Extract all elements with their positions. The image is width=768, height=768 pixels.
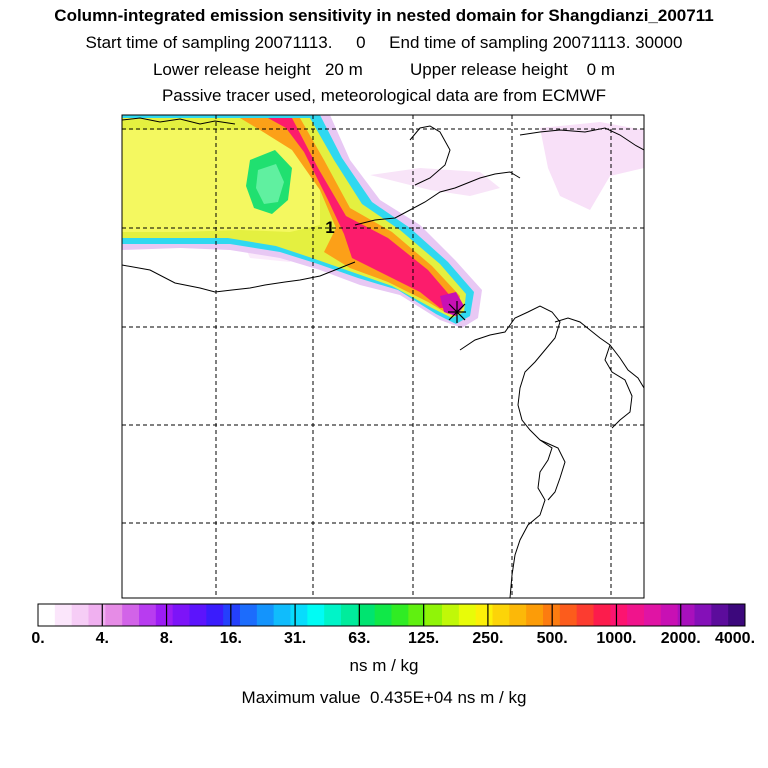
colorbar-segment — [576, 604, 594, 626]
contour-label: 1 — [325, 218, 334, 237]
colorbar-segment — [509, 604, 527, 626]
colorbar-segment — [71, 604, 89, 626]
colorbar-frame — [37, 603, 746, 627]
colorbar-segment — [223, 604, 241, 626]
colorbar-segment — [644, 604, 662, 626]
colorbar-tick-label: 4. — [95, 630, 109, 647]
colorbar-tick-label: 500. — [536, 630, 568, 647]
colorbar-segment — [139, 604, 157, 626]
map-frame — [121, 114, 645, 599]
colorbar-segment — [273, 604, 291, 626]
colorbar-segment — [610, 604, 628, 626]
colorbar-tick-label: 16. — [219, 630, 242, 647]
colorbar-segment — [341, 604, 359, 626]
colorbar-segment — [307, 604, 325, 626]
plume-high-band — [268, 118, 452, 308]
colorbar-segment — [711, 604, 729, 626]
colorbar-tick-label: 8. — [159, 630, 174, 647]
colorbar-tick-label: 2000. — [660, 630, 701, 647]
colorbar-segment — [88, 604, 106, 626]
colorbar-segment — [475, 604, 493, 626]
colorbar-tick-label: 250. — [472, 630, 504, 647]
plume-green-inner — [256, 164, 284, 204]
colorbar-segment — [559, 604, 578, 626]
colorbar-segment — [155, 604, 174, 626]
coastlines — [122, 117, 644, 598]
colorbar-segment — [677, 604, 695, 626]
colorbar-segment — [442, 604, 460, 626]
colorbar-segment — [660, 604, 679, 626]
colorbar-segment — [240, 604, 258, 626]
colorbar-tick-label: 1000. — [596, 630, 637, 647]
faint-plume-patch — [540, 122, 644, 210]
colorbar-unit-label: ns m / kg — [349, 656, 419, 675]
colorbar-segment — [256, 604, 275, 626]
colorbar-segment — [593, 604, 611, 626]
colorbar-segment — [172, 604, 190, 626]
colorbar-tick-label: 31. — [283, 630, 307, 647]
sampling-time-line: Start time of sampling 20071113. 0 End t… — [85, 33, 683, 52]
colorbar-segment — [374, 604, 392, 626]
colorbar-segment — [391, 604, 409, 626]
colorbar-segment — [728, 604, 746, 626]
colorbar-tick-label: 4000. — [714, 630, 756, 647]
colorbar-segment — [105, 604, 123, 626]
lat-lon-grid — [122, 115, 644, 598]
plume-max-core — [440, 292, 464, 316]
colorbar-segment — [38, 604, 56, 626]
colorbar-tick-label: 0. — [31, 630, 45, 647]
tracer-info-line: Passive tracer used, meteorological data… — [161, 86, 607, 105]
faint-plume-patch — [370, 168, 500, 196]
colorbar-segment — [526, 604, 544, 626]
colorbar-tick-label: 125. — [408, 630, 440, 647]
colorbar-segment — [290, 604, 308, 626]
colorbar-segment — [54, 604, 73, 626]
colorbar-segment — [189, 604, 207, 626]
colorbar — [37, 603, 746, 627]
colorbar-tick-label: 63. — [348, 630, 371, 647]
colorbar-segment — [324, 604, 342, 626]
colorbar-segment — [492, 604, 510, 626]
colorbar-segment — [206, 604, 224, 626]
colorbar-segment — [694, 604, 712, 626]
colorbar-segment — [425, 604, 443, 626]
colorbar-segment — [458, 604, 477, 626]
colorbar-segment — [357, 604, 376, 626]
maximum-value-label: Maximum value 0.435E+04 ns m / kg — [241, 688, 527, 707]
colorbar-segment — [122, 604, 140, 626]
plume-field — [122, 115, 644, 328]
colorbar-segment — [627, 604, 645, 626]
release-height-line: Lower release height 20 m Upper release … — [152, 60, 616, 79]
colorbar-segment — [408, 604, 426, 626]
chart-title: Column-integrated emission sensitivity i… — [54, 6, 714, 25]
receptor-marker — [448, 301, 466, 323]
